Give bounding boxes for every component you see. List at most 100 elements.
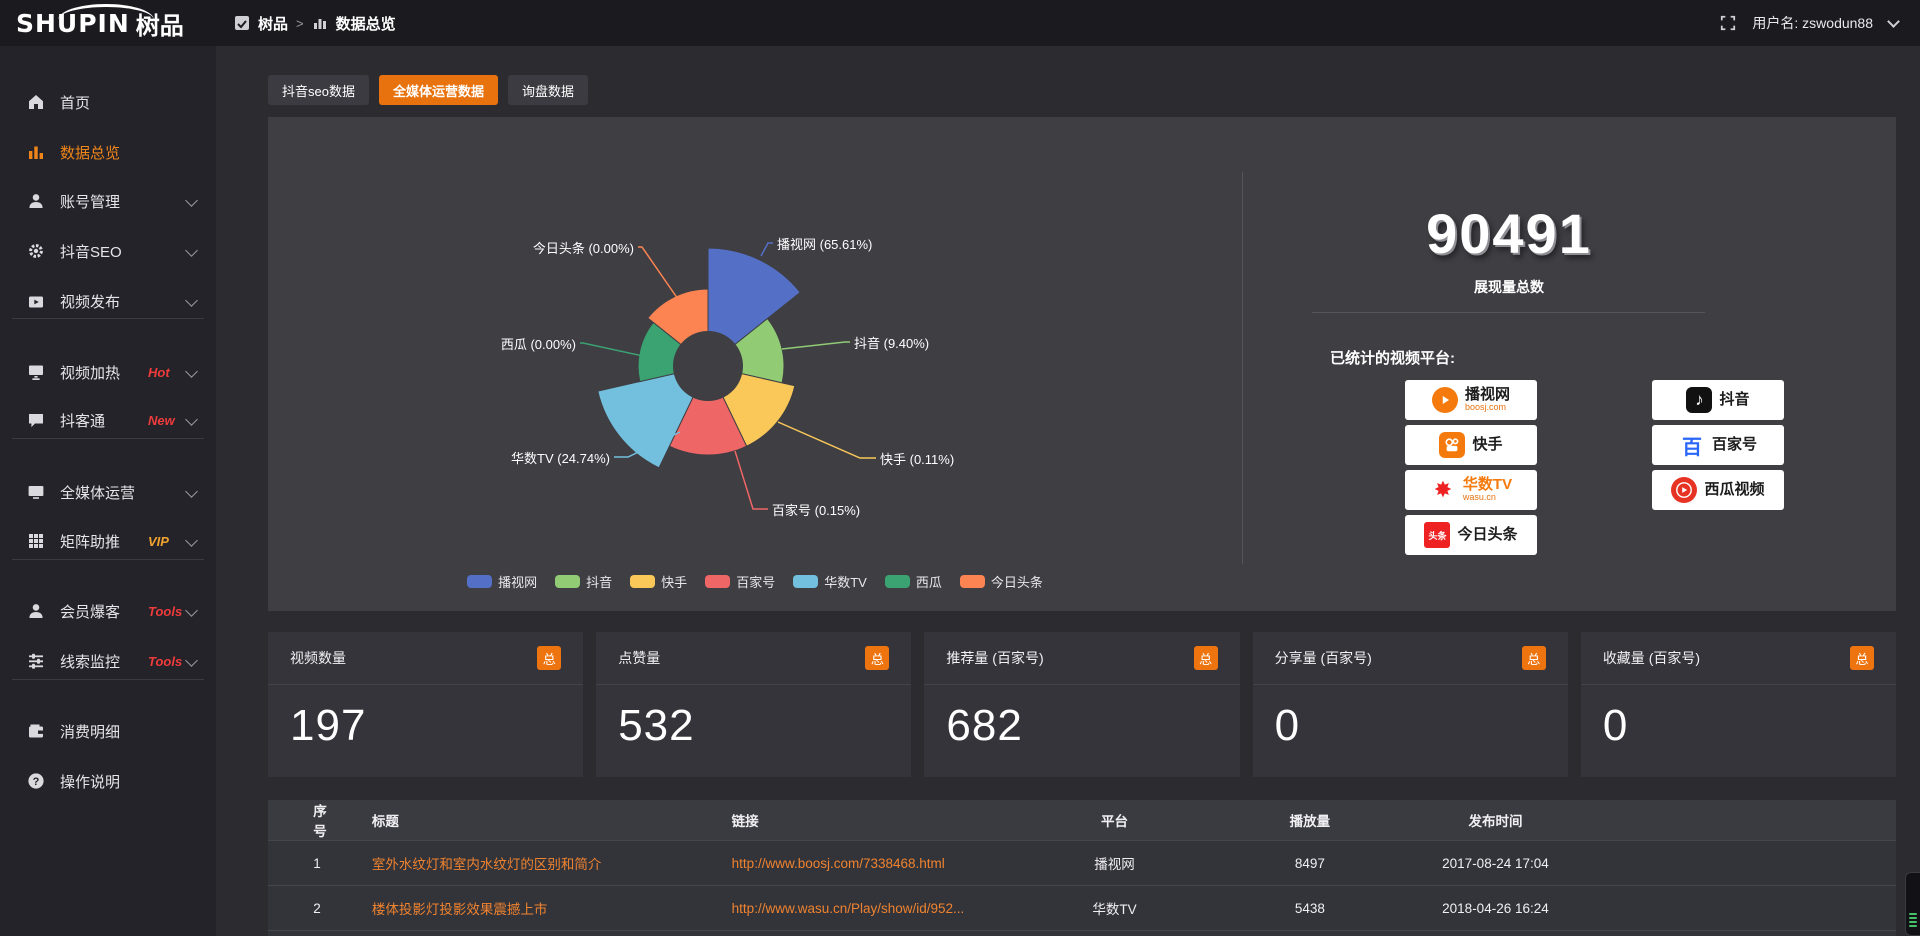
- stat-card-title: 推荐量 (百家号): [946, 650, 1044, 666]
- sidebar-item-10[interactable]: 会员爆客 Tools: [0, 597, 216, 625]
- pie-label-line: [760, 242, 773, 257]
- legend-item-百家号[interactable]: 百家号: [705, 572, 775, 591]
- sidebar-item-11[interactable]: 线索监控 Tools: [0, 647, 216, 675]
- stat-card-value: 0: [1274, 701, 1301, 750]
- fullscreen-icon[interactable]: [1720, 15, 1736, 31]
- breadcrumb-item-home[interactable]: 树品: [258, 15, 289, 33]
- sidebar-item-label: 抖音SEO: [60, 243, 122, 261]
- legend-item-快手[interactable]: 快手: [630, 572, 687, 591]
- legend-swatch: [555, 575, 581, 588]
- stat-card-1: 视频数量 总 197: [268, 632, 584, 777]
- sidebar-item-label: 账号管理: [60, 193, 121, 211]
- chevron-down-icon[interactable]: [1887, 14, 1900, 28]
- platforms-label: 已统计的视频平台:: [1330, 350, 1455, 367]
- stat-card-5: 收藏量 (百家号) 总 0: [1580, 632, 1897, 777]
- sidebar-item-1[interactable]: 首页: [0, 88, 216, 116]
- cell-title[interactable]: 楼体投影灯投影效果震撼上市: [371, 902, 548, 917]
- app-logo: SHUPIN 树品: [0, 0, 216, 46]
- cell-time: 2018-04-26 16:24: [1442, 900, 1549, 916]
- cell-title[interactable]: 室外水纹灯和室内水纹灯的区别和简介: [371, 857, 602, 872]
- chevron-down-icon: [185, 533, 198, 547]
- tab-2[interactable]: 全媒体运营数据: [378, 75, 498, 105]
- sidebar-item-9[interactable]: 矩阵助推 VIP: [0, 527, 216, 555]
- tab-3[interactable]: 询盘数据: [507, 75, 588, 105]
- topbar: SHUPIN 树品 树品 > 数据总览 用户名: zswodun88: [0, 0, 1920, 46]
- table-header-row: 序号 标题 链接 平台 播放量 发布时间: [268, 800, 1896, 841]
- pie-chart-svg: [580, 242, 876, 510]
- table-row-partial: [268, 930, 1896, 936]
- overview-panel: 播视网 抖音 快手 百家号 华数TV 西瓜 今日头条 播视网 (65.61%) 抖音 (9.4…: [268, 117, 1896, 611]
- panel-divider: [1242, 172, 1243, 564]
- sidebar-item-13[interactable]: ? 操作说明: [0, 767, 216, 795]
- wallet-icon: [26, 721, 46, 741]
- sidebar-item-label: 线索监控: [60, 653, 121, 671]
- legend-label: 今日头条: [990, 575, 1043, 590]
- legend-item-抖音[interactable]: 抖音: [555, 572, 612, 591]
- toutiao-logo: 头条: [1424, 522, 1451, 548]
- legend-swatch: [467, 575, 493, 588]
- pie-label-华数TV: 华数TV (24.74%): [511, 451, 610, 466]
- sidebar-item-12[interactable]: 消费明细: [0, 717, 216, 745]
- sidebar-item-2[interactable]: 数据总览: [0, 138, 216, 166]
- stat-card-title: 点赞量: [618, 650, 661, 666]
- sidebar-divider: [12, 679, 204, 680]
- sidebar-item-4[interactable]: 抖音SEO: [0, 237, 216, 265]
- floating-widget[interactable]: [1905, 872, 1920, 936]
- tab-1[interactable]: 抖音seo数据: [268, 75, 369, 105]
- cell-time: 2017-08-24 17:04: [1442, 855, 1549, 871]
- username-label[interactable]: 用户名: zswodun88: [1752, 15, 1873, 31]
- sidebar-item-8[interactable]: 全媒体运营: [0, 478, 216, 506]
- videos-table: 序号 标题 链接 平台 播放量 发布时间 1 室外水纹灯和室内水纹灯的区别和简介…: [268, 800, 1896, 936]
- logo-arc: [58, 4, 154, 20]
- legend-item-播视网[interactable]: 播视网: [467, 572, 537, 591]
- sidebar: 首页数据总览账号管理抖音SEO 视频发布视频加热 Hot 抖客通 New 全媒体运营矩阵助…: [0, 46, 216, 936]
- sidebar-item-badge: VIP: [148, 533, 169, 549]
- legend-item-西瓜[interactable]: 西瓜: [884, 572, 942, 591]
- pie-slice-百家号[interactable]: [668, 364, 748, 456]
- legend-label: 华数TV: [824, 575, 867, 590]
- pie-slice-播视网[interactable]: [707, 247, 802, 368]
- pie-slice-华数TV[interactable]: [597, 365, 709, 469]
- stat-card-title: 分享量 (百家号): [1274, 650, 1372, 666]
- chat-icon: [26, 410, 46, 430]
- stat-card-title: 视频数量: [290, 650, 346, 666]
- stat-card-2: 点赞量 总 532: [596, 632, 912, 777]
- stat-cards-row: 视频数量 总 197 点赞量 总 532 推荐量 (百家号) 总 682 分享量…: [268, 632, 1897, 777]
- legend-item-华数TV[interactable]: 华数TV: [793, 572, 867, 591]
- legend-item-今日头条[interactable]: 今日头条: [959, 572, 1043, 591]
- stat-card-value: 682: [946, 701, 1023, 750]
- platform-badge-name: 西瓜视频: [1704, 481, 1765, 499]
- sidebar-item-6[interactable]: 视频加热 Hot: [0, 358, 216, 386]
- sidebar-item-5[interactable]: 视频发布: [0, 287, 216, 315]
- cell-plays: 5438: [1294, 900, 1325, 916]
- sidebar-item-label: 首页: [60, 94, 91, 112]
- stat-card-4: 分享量 (百家号) 总 0: [1252, 632, 1568, 777]
- cell-platform: 播视网: [1094, 857, 1135, 872]
- stat-card-3: 推荐量 (百家号) 总 682: [924, 632, 1240, 777]
- sidebar-item-badge: Tools: [148, 603, 183, 619]
- sidebar-divider: [12, 318, 204, 319]
- stat-card-value: 197: [290, 701, 367, 750]
- home-icon: [26, 92, 46, 112]
- pie-label-抖音: 抖音 (9.40%): [854, 336, 930, 351]
- total-impressions-label: 展现量总数: [1474, 279, 1544, 295]
- pie-label-line: [781, 341, 850, 350]
- total-badge: 总: [1193, 646, 1218, 670]
- tab-bar: 抖音seo数据 全媒体运营数据 询盘数据: [268, 75, 1896, 105]
- sidebar-item-3[interactable]: 账号管理: [0, 187, 216, 215]
- cell-link[interactable]: http://www.boosj.com/7338468.html: [731, 855, 945, 871]
- platform-badge-华数TV: ✸ 华数TV wasu.cn: [1405, 470, 1537, 510]
- grid-icon: [26, 531, 46, 551]
- total-badge: 总: [865, 646, 890, 670]
- legend-swatch: [884, 575, 910, 588]
- cell-link[interactable]: http://www.wasu.cn/Play/show/id/952...: [731, 900, 965, 916]
- summary-section: 90491 展现量总数 已统计的视频平台: 播视网 boosj.com 快手 ✸ 华…: [1243, 117, 1896, 611]
- legend-label: 西瓜: [915, 575, 942, 590]
- sidebar-item-7[interactable]: 抖客通 New: [0, 406, 216, 434]
- platform-badge-name: 抖音: [1719, 391, 1750, 409]
- sidebar-item-label: 视频发布: [60, 293, 121, 311]
- table-row: 1 室外水纹灯和室内水纹灯的区别和简介 http://www.boosj.com…: [268, 840, 1896, 886]
- baijiahao-logo: 百: [1678, 432, 1705, 459]
- legend-label: 百家号: [736, 575, 776, 590]
- chevron-down-icon: [185, 293, 198, 307]
